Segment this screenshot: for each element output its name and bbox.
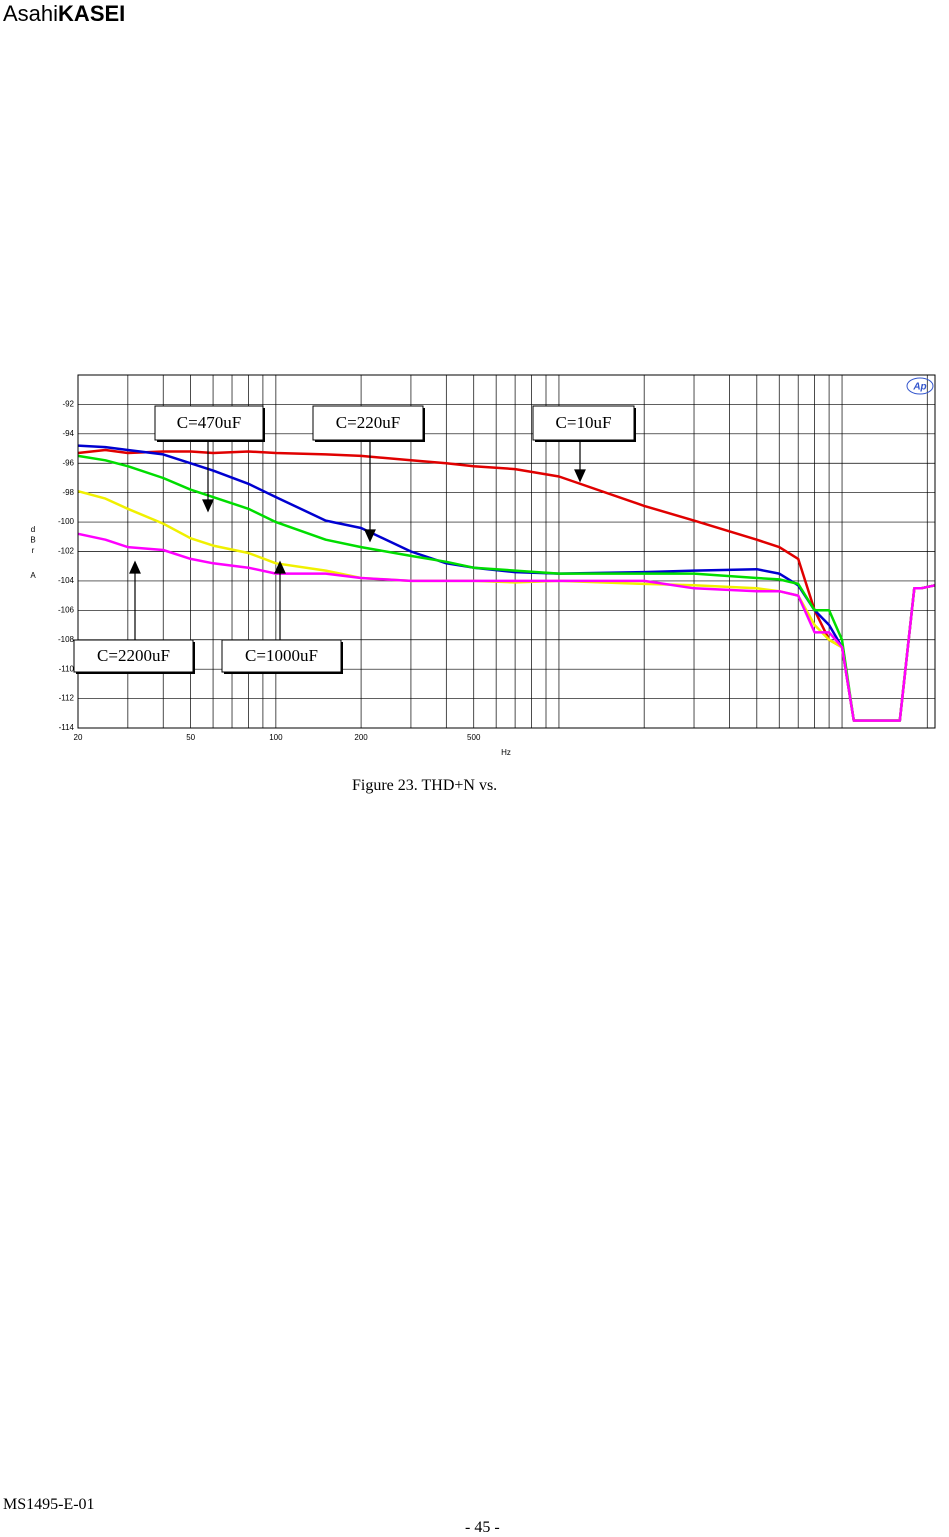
caption: Figure 23. THD+N vs. (352, 777, 498, 794)
y-tick-label: -98 (62, 488, 74, 497)
annotation-box (532, 405, 635, 441)
annotation-box (154, 405, 264, 441)
y-tick-label: -92 (62, 400, 74, 409)
x-tick-label: 50 (186, 733, 195, 742)
grid (77, 375, 935, 729)
logo: AsahiKASEI (3, 1, 125, 27)
logo-light: Asahi (3, 1, 59, 26)
x-tick-label: 100 (269, 733, 283, 742)
arrowhead (574, 469, 586, 483)
x-axis-label: Hz (501, 748, 511, 757)
annotations: C=470uF C=220uF C=10uF C=2200uF C=1000uF (73, 405, 636, 674)
y-tick-label: -96 (62, 458, 74, 467)
badge-ring (906, 377, 934, 395)
y-tick-label: -100 (58, 517, 75, 526)
y-tick-label: -106 (58, 605, 75, 614)
annotation: C=1000uF (245, 646, 318, 665)
page-number: - 45 - (465, 1519, 500, 1536)
y-axis-unit: A (30, 571, 36, 580)
plot-frame (77, 374, 936, 729)
logo-bold: KASEI (58, 1, 126, 26)
arrowhead (274, 560, 286, 574)
series-line (77, 532, 936, 722)
y-tick-label: -94 (62, 429, 74, 438)
annotation: C=10uF (556, 413, 612, 432)
arrowhead (129, 560, 141, 574)
annotation: C=2200uF (97, 646, 170, 665)
annotation: C=470uF (177, 413, 241, 432)
series-line (77, 448, 936, 722)
series-line (77, 489, 936, 722)
annotation-box (73, 639, 194, 673)
arrows (129, 440, 586, 640)
y-tick-label: -114 (59, 723, 75, 732)
y-tick-label: -108 (58, 635, 75, 644)
y-tick-label: -110 (59, 664, 75, 673)
annotation-box (221, 639, 342, 673)
x-tick-label: 500 (467, 733, 481, 742)
y-tick-label: -102 (58, 547, 75, 556)
annotation: C=220uF (336, 413, 400, 432)
arrowhead (364, 529, 376, 543)
y-tick-label: -104 (58, 576, 75, 585)
annotation-box (312, 405, 424, 441)
badge: Ap (912, 382, 926, 393)
x-tick-label: 200 (354, 733, 368, 742)
y-tick-label: -112 (59, 694, 75, 703)
x-tick-label: 20 (74, 733, 83, 742)
lines (77, 444, 936, 722)
doc-id: MS1495-E-01 (3, 1496, 95, 1513)
arrowhead (202, 499, 214, 513)
